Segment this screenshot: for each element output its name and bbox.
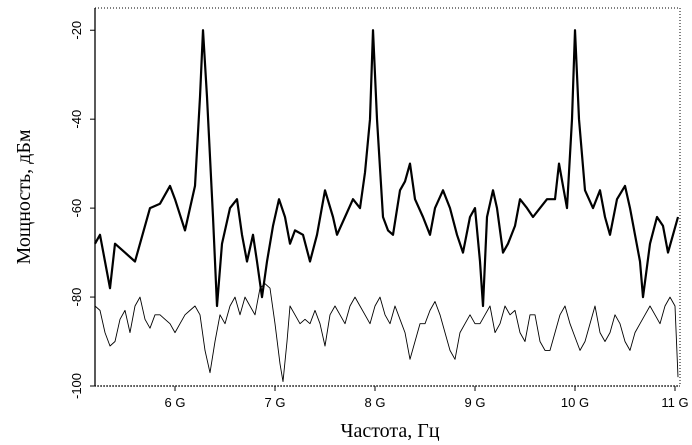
x-tick-label: 8 G	[365, 395, 386, 410]
x-tick-label: 7 G	[265, 395, 286, 410]
series-line-1	[94, 29, 680, 308]
y-tick-label: -100	[69, 373, 84, 399]
y-tick-label: -40	[69, 110, 84, 129]
x-tick-label: 9 G	[465, 395, 486, 410]
series-layer	[94, 29, 680, 383]
y-tick-label: -20	[69, 21, 84, 40]
y-tick-label: -80	[69, 288, 84, 307]
x-axis-title: Частота, Гц	[340, 420, 439, 442]
x-axis-ticks: 6 G 7 G 8 G 9 G 10 G 11 G	[165, 386, 689, 410]
y-axis-ticks: -20 -40 -60 -80 -100	[69, 21, 95, 399]
y-tick-label: -60	[69, 199, 84, 218]
x-tick-label: 11 G	[661, 395, 688, 410]
series-line-2	[94, 283, 679, 383]
y-axis-title: Мощность, дБм	[13, 129, 35, 264]
plot-area-frame	[94, 7, 681, 387]
x-tick-label: 10 G	[561, 395, 589, 410]
x-tick-label: 6 G	[165, 395, 186, 410]
